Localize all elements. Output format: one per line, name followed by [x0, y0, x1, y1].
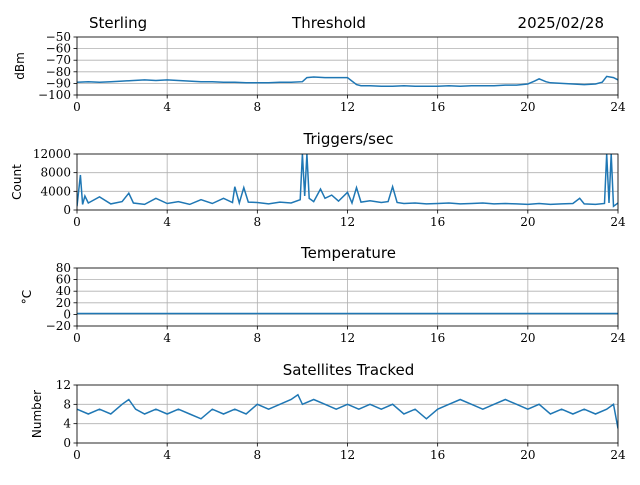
- y-tick-label: 8000: [40, 166, 71, 180]
- y-tick-label: −90: [46, 76, 71, 90]
- x-tick-label: 20: [520, 100, 535, 114]
- series-line-1: [77, 393, 618, 429]
- x-tick-label: 0: [73, 215, 81, 229]
- x-tick-label: 12: [340, 215, 355, 229]
- x-tick-label: 0: [73, 331, 81, 345]
- x-tick-label: 4: [163, 215, 171, 229]
- x-tick-label: 4: [163, 100, 171, 114]
- x-tick-label: 12: [340, 448, 355, 462]
- y-tick-label: 0: [63, 203, 71, 217]
- y-tick-label: 8: [63, 397, 71, 411]
- chart-title: Satellites Tracked: [283, 361, 414, 379]
- chart-panel-4: 0 4 8 12 16 20 24 0 4 8 12 Number Satellites Tracked: [30, 361, 626, 462]
- x-tick-label: 16: [430, 100, 445, 114]
- x-tick-label: 12: [340, 331, 355, 345]
- x-tick-label: 8: [254, 448, 262, 462]
- x-tick-label: 24: [610, 100, 626, 114]
- header-date: 2025/02/28: [518, 14, 604, 32]
- y-tick-label: 60: [56, 273, 71, 287]
- x-tick-label: 0: [73, 100, 81, 114]
- x-tick-label: 0: [73, 448, 81, 462]
- y-tick-label: 12: [56, 378, 71, 392]
- y-tick-label: −80: [46, 65, 71, 79]
- chart-title: Triggers/sec: [303, 130, 394, 148]
- x-tick-label: 4: [163, 448, 171, 462]
- x-tick-label: 4: [163, 331, 171, 345]
- x-tick-label: 20: [520, 448, 535, 462]
- x-tick-label: 16: [430, 448, 445, 462]
- y-tick-label: 4: [63, 417, 71, 431]
- x-tick-label: 8: [254, 100, 262, 114]
- x-tick-label: 16: [430, 215, 445, 229]
- y-tick-label: −50: [46, 30, 71, 44]
- x-tick-label: 16: [430, 331, 445, 345]
- y-tick-label: −70: [46, 53, 71, 67]
- y-tick-label: 20: [56, 296, 71, 310]
- y-axis-label: Count: [10, 164, 24, 200]
- y-axis-label: °C: [20, 290, 34, 304]
- x-tick-label: 20: [520, 331, 535, 345]
- header-title: Threshold: [291, 14, 366, 32]
- x-tick-label: 20: [520, 215, 535, 229]
- x-tick-label: 24: [610, 448, 626, 462]
- chart-title: Temperature: [300, 244, 396, 262]
- chart-panel-1: 0 4 8 12 16 20 24 −100−90−80−70−60−50 dBm: [13, 30, 626, 114]
- y-tick-label: −20: [46, 319, 71, 333]
- x-tick-label: 8: [254, 331, 262, 345]
- x-tick-label: 8: [254, 215, 262, 229]
- x-tick-label: 24: [610, 331, 626, 345]
- y-tick-label: 0: [63, 436, 71, 450]
- y-tick-label: 40: [56, 284, 71, 298]
- series-line-1: [77, 75, 618, 88]
- series-line-1: [77, 154, 618, 208]
- y-tick-label: 0: [63, 307, 71, 321]
- y-axis-label: dBm: [13, 52, 27, 80]
- y-tick-label: 80: [56, 261, 71, 275]
- station-name: Sterling: [89, 14, 147, 32]
- chart-panel-2: 0 4 8 12 16 20 24 0 4000 8000 12000 Count Triggers/s…: [10, 130, 626, 229]
- y-tick-label: −100: [38, 88, 71, 102]
- y-tick-label: −60: [46, 42, 71, 56]
- y-axis-label: Number: [30, 390, 44, 438]
- x-tick-label: 24: [610, 215, 626, 229]
- chart-panels: 0 4 8 12 16 20 24 −100−90−80−70−60−50 dBm 0 4 8 12 16…: [10, 30, 626, 462]
- x-tick-label: 12: [340, 100, 355, 114]
- y-tick-label: 12000: [33, 147, 71, 161]
- y-tick-label: 4000: [40, 184, 71, 198]
